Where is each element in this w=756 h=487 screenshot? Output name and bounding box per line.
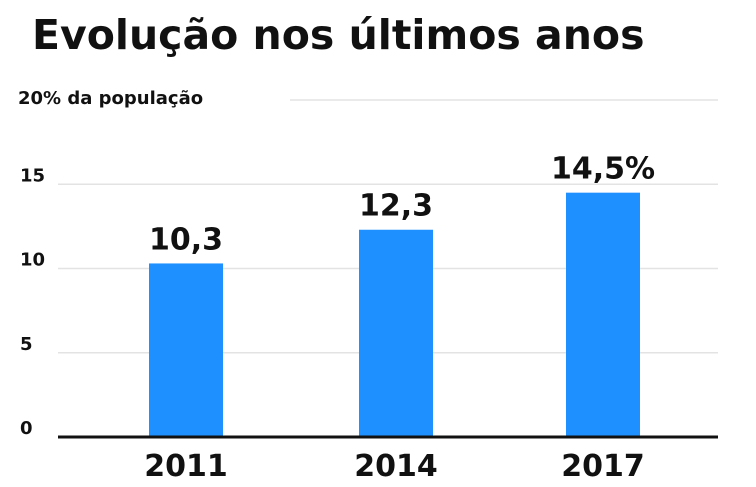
data-label-2011: 10,3 [149, 222, 223, 257]
bar-2011 [149, 263, 223, 437]
y-axis-label: 20% da população [18, 88, 203, 109]
y-tick-5: 5 [20, 334, 33, 355]
bar-2014 [359, 229, 433, 437]
x-tick-2017: 2017 [561, 449, 645, 484]
x-axis-ticks: 2011 2014 2017 [144, 449, 645, 484]
x-tick-2014: 2014 [354, 449, 438, 484]
y-tick-10: 10 [20, 250, 45, 271]
y-tick-15: 15 [20, 165, 45, 186]
bars [149, 192, 640, 437]
bar-2017 [566, 192, 640, 437]
y-axis-ticks: 0 5 10 15 [20, 165, 45, 439]
data-label-2017: 14,5% [551, 152, 655, 187]
x-tick-2011: 2011 [144, 449, 228, 484]
data-label-2014: 12,3 [359, 189, 433, 224]
chart-title: Evolução nos últimos anos [32, 11, 645, 59]
y-tick-0: 0 [20, 418, 33, 439]
data-labels: 10,3 12,3 14,5% [149, 152, 655, 258]
